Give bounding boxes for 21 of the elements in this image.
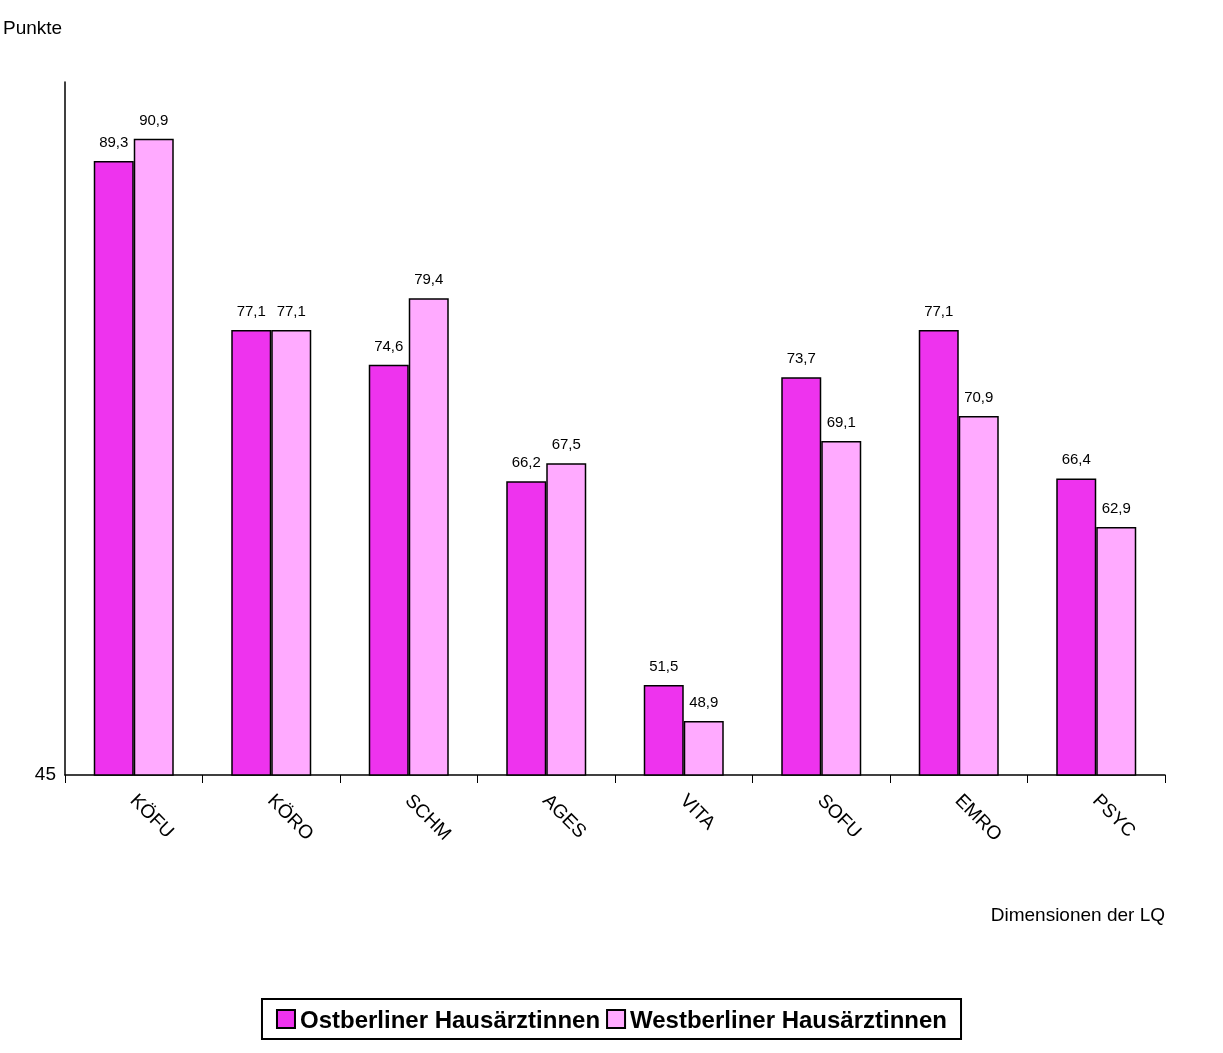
data-label: 62,9 xyxy=(1101,498,1131,516)
data-label: 77,1 xyxy=(276,302,306,320)
data-label: 51,5 xyxy=(649,656,679,674)
data-label: 77,1 xyxy=(924,302,954,320)
legend-label: Ostberliner Hausärztinnen xyxy=(299,1005,601,1033)
data-label: 66,4 xyxy=(1061,450,1091,468)
x-axis-title: Dimensionen der LQ xyxy=(990,904,1165,925)
data-label: 90,9 xyxy=(139,110,169,128)
data-label: 77,1 xyxy=(236,302,266,320)
data-label: 66,2 xyxy=(511,453,541,471)
y-axis-title: Punkte xyxy=(3,17,63,38)
data-label: 79,4 xyxy=(414,270,444,288)
legend-label: Westberliner Hausärztinnen xyxy=(630,1005,948,1033)
data-label: 73,7 xyxy=(786,349,816,367)
data-label: 48,9 xyxy=(689,692,719,710)
data-label: 69,1 xyxy=(826,412,856,430)
data-label: 74,6 xyxy=(374,336,404,354)
data-label: 89,3 xyxy=(99,133,129,150)
text: 45 xyxy=(34,763,56,784)
data-label: 67,5 xyxy=(551,435,581,453)
data-label: 70,9 xyxy=(964,388,994,406)
